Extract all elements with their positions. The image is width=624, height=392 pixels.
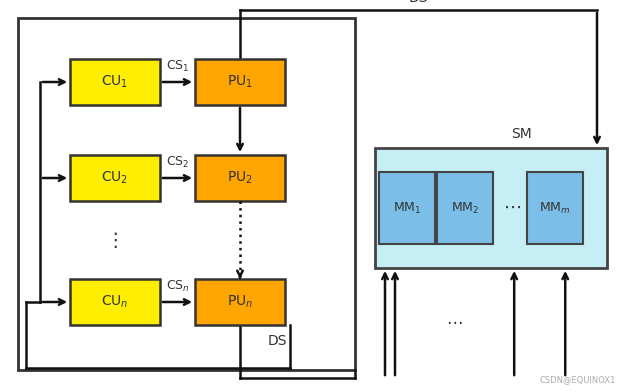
Text: PU$_n$: PU$_n$ [227, 294, 253, 310]
Text: PU$_1$: PU$_1$ [227, 74, 253, 90]
Bar [379, 172, 435, 244]
Text: PU$_2$: PU$_2$ [227, 170, 253, 186]
Text: CU$_2$: CU$_2$ [101, 170, 129, 186]
Text: CU$_n$: CU$_n$ [101, 294, 129, 310]
Text: DS: DS [268, 334, 288, 348]
Text: MM$_2$: MM$_2$ [451, 200, 479, 216]
Text: MM$_m$: MM$_m$ [539, 200, 571, 216]
Bar [195, 279, 285, 325]
Text: CS$_n$: CS$_n$ [165, 278, 189, 294]
Text: DS: DS [409, 0, 428, 5]
Bar [527, 172, 583, 244]
Text: CU$_1$: CU$_1$ [101, 74, 129, 90]
Bar [195, 59, 285, 105]
Text: CS$_2$: CS$_2$ [166, 154, 189, 170]
Text: ⋯: ⋯ [446, 314, 463, 332]
Text: CSDN@EQUINOX1: CSDN@EQUINOX1 [540, 375, 616, 384]
Bar [195, 155, 285, 201]
Text: ⋮: ⋮ [105, 230, 125, 249]
Text: ⋯: ⋯ [504, 199, 522, 217]
Text: CS$_1$: CS$_1$ [166, 58, 189, 74]
Text: MM$_1$: MM$_1$ [392, 200, 421, 216]
Text: SM: SM [510, 127, 532, 141]
Bar [375, 148, 607, 268]
Bar [437, 172, 493, 244]
Bar [70, 279, 160, 325]
Bar [18, 18, 355, 370]
Bar [70, 155, 160, 201]
Bar [70, 59, 160, 105]
